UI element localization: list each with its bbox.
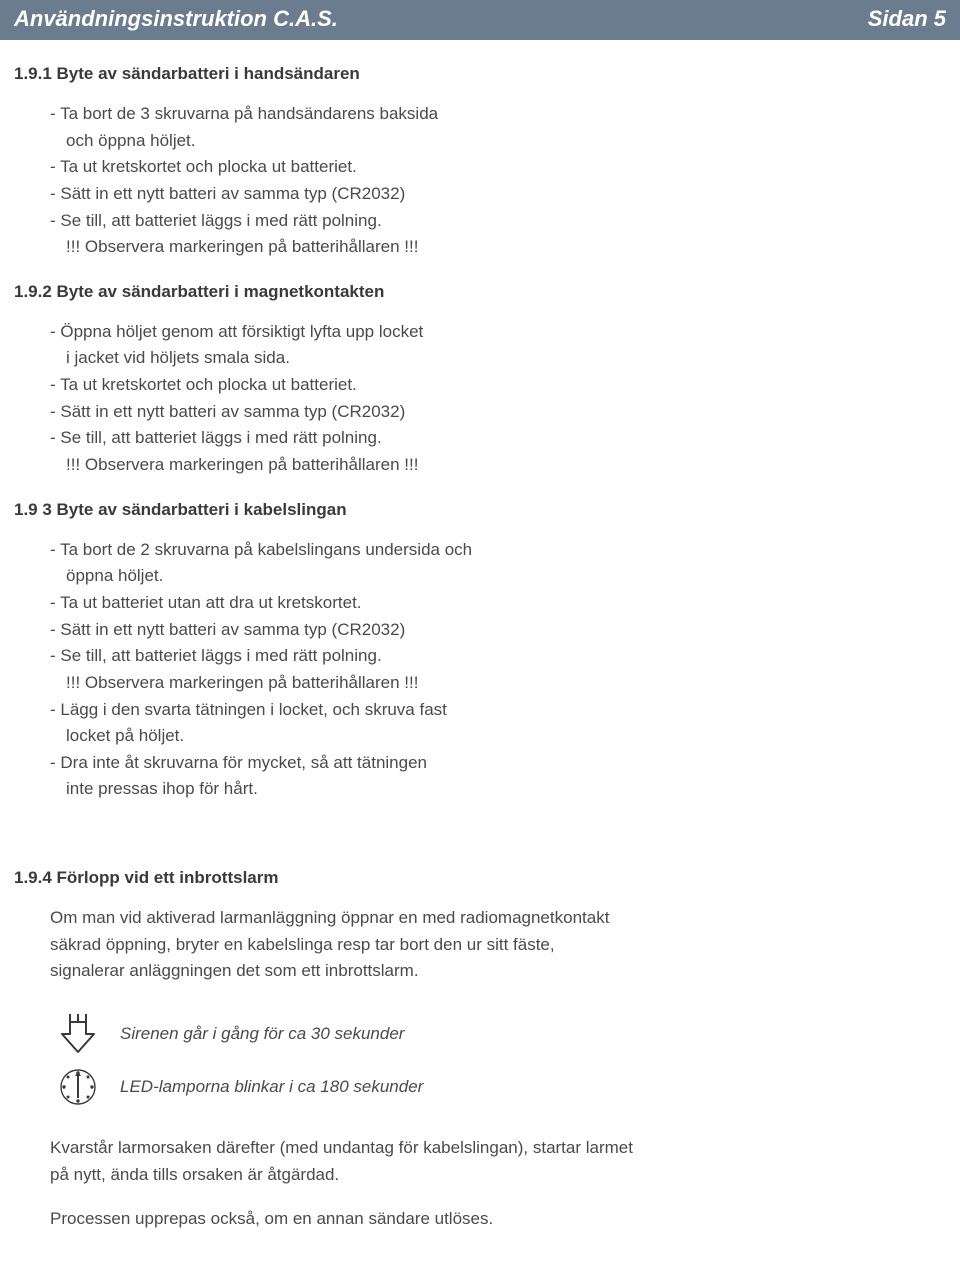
text-line: - Öppna höljet genom att försiktigt lyft… [50,320,870,345]
text-line: - Lägg i den svarta tätningen i locket, … [50,698,870,723]
siren-label: Sirenen går i gång för ca 30 sekunder [120,1022,404,1047]
text-line: - Ta bort de 3 skruvarna på handsändaren… [50,102,870,127]
led-label: LED-lamporna blinkar i ca 180 sekunder [120,1075,423,1100]
text-line: säkrad öppning, bryter en kabelslinga re… [50,933,870,958]
header-page-number: Sidan 5 [868,6,946,32]
text-line: Om man vid aktiverad larmanläggning öppn… [50,906,870,931]
page-header: Användningsinstruktion C.A.S. Sidan 5 [0,0,960,40]
text-line: locket på höljet. [50,724,870,749]
text-line: - Dra inte åt skruvarna för mycket, så a… [50,751,870,776]
section-193-body: - Ta bort de 2 skruvarna på kabelslingan… [50,538,870,802]
text-line: !!! Observera markeringen på batterihåll… [50,671,870,696]
siren-row: Sirenen går i gång för ca 30 sekunder [50,1012,870,1056]
text-line: i jacket vid höljets smala sida. [50,346,870,371]
section-192-body: - Öppna höljet genom att försiktigt lyft… [50,320,870,478]
page-content: 1.9.1 Byte av sändarbatteri i handsändar… [0,40,960,1274]
section-194-body: Om man vid aktiverad larmanläggning öppn… [50,906,870,1232]
text-line: signalerar anläggningen det som ett inbr… [50,959,870,984]
text-line: - Ta ut kretskortet och plocka ut batter… [50,373,870,398]
section-191-body: - Ta bort de 3 skruvarna på handsändaren… [50,102,870,260]
text-line: - Se till, att batteriet läggs i med rät… [50,209,870,234]
text-line: - Ta bort de 2 skruvarna på kabelslingan… [50,538,870,563]
section-191-title: 1.9.1 Byte av sändarbatteri i handsändar… [14,64,946,84]
text-line: - Ta ut kretskortet och plocka ut batter… [50,155,870,180]
led-clock-icon [50,1066,106,1108]
led-row: LED-lamporna blinkar i ca 180 sekunder [50,1066,870,1108]
text-line: inte pressas ihop för hårt. [50,777,870,802]
text-line: !!! Observera markeringen på batterihåll… [50,453,870,478]
text-line: - Sätt in ett nytt batteri av samma typ … [50,182,870,207]
section-194-title: 1.9.4 Förlopp vid ett inbrottslarm [14,868,946,888]
text-line: på nytt, ända tills orsaken är åtgärdad. [50,1163,870,1188]
section-193-title: 1.9 3 Byte av sändarbatteri i kabelsling… [14,500,946,520]
text-line: - Se till, att batteriet läggs i med rät… [50,644,870,669]
text-line: !!! Observera markeringen på batterihåll… [50,235,870,260]
text-line: - Sätt in ett nytt batteri av samma typ … [50,618,870,643]
text-line: Kvarstår larmorsaken därefter (med undan… [50,1136,870,1161]
section-192-title: 1.9.2 Byte av sändarbatteri i magnetkont… [14,282,946,302]
text-line: öppna höljet. [50,564,870,589]
header-title: Användningsinstruktion C.A.S. [14,6,338,32]
text-line: - Se till, att batteriet läggs i med rät… [50,426,870,451]
siren-arrow-icon [50,1012,106,1056]
text-line: - Sätt in ett nytt batteri av samma typ … [50,400,870,425]
text-line: Processen upprepas också, om en annan sä… [50,1207,870,1232]
text-line: - Ta ut batteriet utan att dra ut kretsk… [50,591,870,616]
text-line: och öppna höljet. [50,129,870,154]
